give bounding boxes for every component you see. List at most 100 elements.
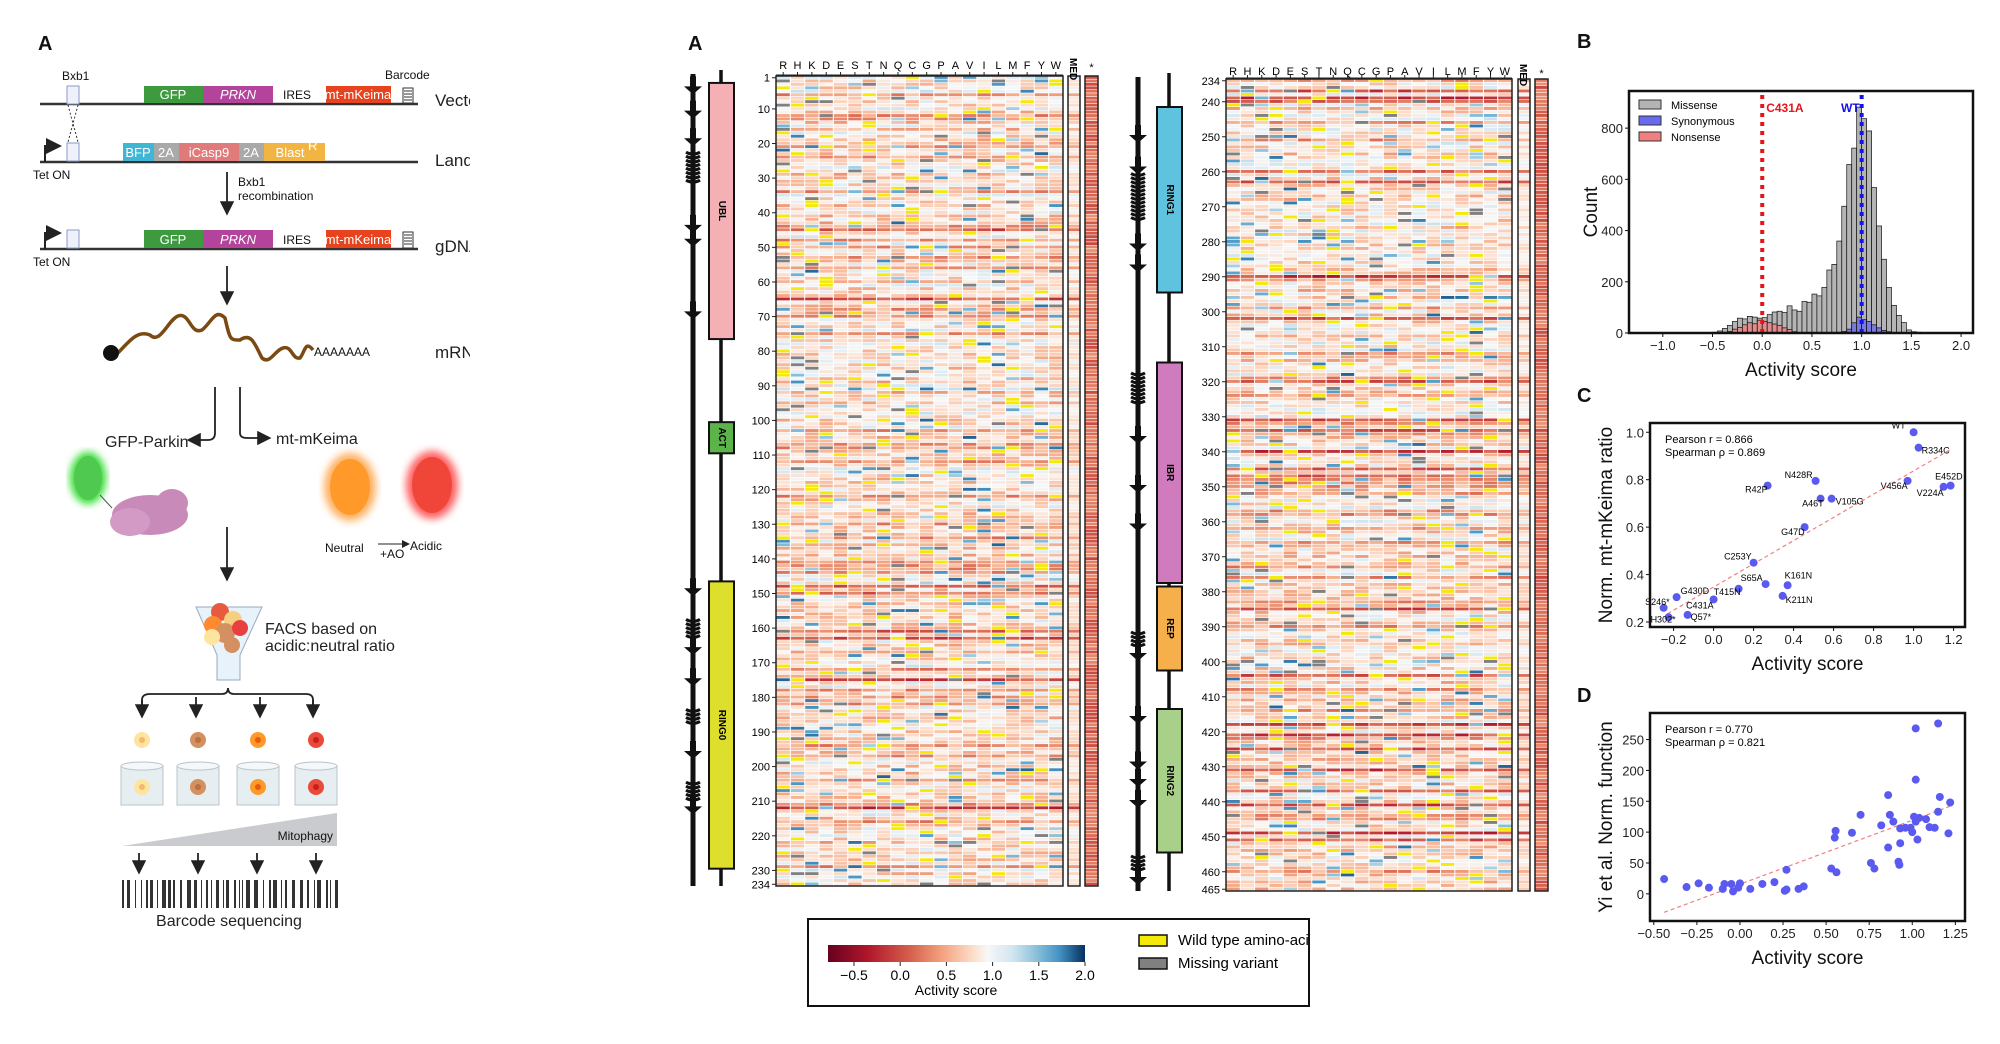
heatmap-cell bbox=[905, 179, 919, 183]
heatmap-cell bbox=[905, 460, 919, 464]
heatmap-cell bbox=[934, 726, 948, 730]
heatmap-cell bbox=[963, 193, 977, 197]
heatmap-cell bbox=[833, 311, 848, 315]
heatmap-cell bbox=[1049, 391, 1063, 394]
heatmap-cell bbox=[805, 401, 819, 405]
heatmap-cell bbox=[805, 321, 819, 325]
heatmap-cell bbox=[991, 335, 1006, 339]
heatmap-cell bbox=[790, 847, 805, 851]
heatmap-cell bbox=[905, 847, 919, 851]
heatmap-cell bbox=[991, 228, 1006, 232]
heatmap-cell bbox=[1049, 429, 1063, 432]
heatmap-cell bbox=[948, 460, 962, 464]
heatmap-cell bbox=[948, 221, 962, 225]
heatmap-cell bbox=[920, 667, 934, 671]
heatmap-cell bbox=[1049, 546, 1063, 550]
heatmap-cell bbox=[833, 837, 848, 841]
heatmap-cell bbox=[977, 460, 991, 464]
heatmap-cell bbox=[905, 183, 919, 187]
heatmap-cell bbox=[1020, 567, 1034, 571]
nonsense-cell bbox=[1085, 460, 1098, 464]
heatmap-cell bbox=[776, 346, 790, 349]
heatmap-cell bbox=[920, 352, 934, 356]
heatmap-cell bbox=[1020, 266, 1034, 270]
heatmap-cell bbox=[977, 242, 991, 246]
median-cell bbox=[1068, 301, 1080, 304]
heatmap-cell bbox=[877, 221, 891, 225]
heatmap-cell bbox=[848, 526, 862, 529]
heatmap-cell bbox=[819, 605, 833, 609]
heatmap-cell bbox=[805, 460, 819, 464]
heatmap-cell bbox=[1006, 557, 1020, 561]
median-cell bbox=[1068, 311, 1080, 315]
heatmap-cell bbox=[977, 616, 991, 619]
heatmap-cell bbox=[891, 269, 905, 273]
heatmap-cell bbox=[991, 477, 1006, 481]
heatmap-cell bbox=[1034, 782, 1049, 786]
heatmap-cell bbox=[833, 217, 848, 221]
heatmap-cell bbox=[1034, 411, 1049, 415]
heatmap-cell bbox=[819, 834, 833, 837]
nonsense-cell bbox=[1085, 138, 1098, 142]
heatmap-cell bbox=[920, 211, 934, 214]
heatmap-cell bbox=[1006, 699, 1020, 702]
heatmap-cell bbox=[948, 332, 962, 336]
heatmap-cell bbox=[776, 259, 790, 263]
heatmap-cell bbox=[991, 536, 1006, 540]
heatmap-cell bbox=[776, 841, 790, 844]
heatmap-cell bbox=[862, 595, 876, 599]
heatmap-cell bbox=[920, 339, 934, 342]
heatmap-cell bbox=[977, 629, 991, 633]
heatmap-cell bbox=[833, 543, 848, 547]
heatmap-cell bbox=[862, 380, 876, 384]
heatmap-cell bbox=[1020, 536, 1034, 540]
heatmap-cell bbox=[1049, 491, 1063, 495]
nonsense-cell bbox=[1085, 124, 1098, 128]
heatmap-cell bbox=[934, 256, 948, 259]
median-cell bbox=[1068, 532, 1080, 536]
nonsense-cell bbox=[1085, 809, 1098, 813]
heatmap-cell bbox=[805, 616, 819, 619]
heatmap-cell bbox=[891, 235, 905, 239]
heatmap-cell bbox=[1006, 224, 1020, 228]
heatmap-cell bbox=[1020, 384, 1034, 387]
nonsense-cell bbox=[1085, 688, 1098, 692]
heatmap-cell bbox=[1049, 228, 1063, 232]
heatmap-cell bbox=[891, 186, 905, 190]
heatmap-cell bbox=[934, 453, 948, 457]
heatmap-cell bbox=[833, 740, 848, 744]
heatmap-cell bbox=[977, 307, 991, 311]
heatmap-cell bbox=[963, 685, 977, 689]
heatmap-cell bbox=[833, 169, 848, 173]
nonsense-cell bbox=[1085, 342, 1098, 346]
heatmap-cell bbox=[805, 508, 819, 512]
heatmap-cell bbox=[991, 768, 1006, 772]
median-cell bbox=[1068, 287, 1080, 291]
heatmap-cell bbox=[776, 283, 790, 287]
heatmap-cell bbox=[819, 408, 833, 412]
heatmap-cell bbox=[1034, 764, 1049, 768]
heatmap-cell bbox=[848, 96, 862, 100]
heatmap-cell bbox=[934, 730, 948, 734]
heatmap-cell bbox=[934, 602, 948, 606]
heatmap-cell bbox=[877, 148, 891, 152]
heatmap-cell bbox=[920, 159, 934, 162]
heatmap-cell bbox=[833, 197, 848, 201]
heatmap-cell bbox=[934, 283, 948, 287]
heatmap-cell bbox=[805, 467, 819, 471]
nonsense-cell bbox=[1085, 411, 1098, 415]
heatmap-cell bbox=[963, 629, 977, 633]
heatmap-cell bbox=[1006, 661, 1020, 664]
heatmap-cell bbox=[905, 809, 919, 813]
heatmap-cell bbox=[905, 737, 919, 741]
heatmap-cell bbox=[1020, 595, 1034, 599]
heatmap-cell bbox=[905, 155, 919, 159]
heatmap-cell bbox=[819, 463, 833, 467]
heatmap-cell bbox=[1034, 235, 1049, 239]
heatmap-cell bbox=[1020, 841, 1034, 844]
heatmap-cell bbox=[948, 394, 962, 398]
heatmap-cell bbox=[891, 501, 905, 505]
heatmap-cell bbox=[905, 699, 919, 702]
bxb1-site-label: Bxb1 bbox=[62, 69, 90, 83]
heatmap-cell bbox=[833, 830, 848, 834]
